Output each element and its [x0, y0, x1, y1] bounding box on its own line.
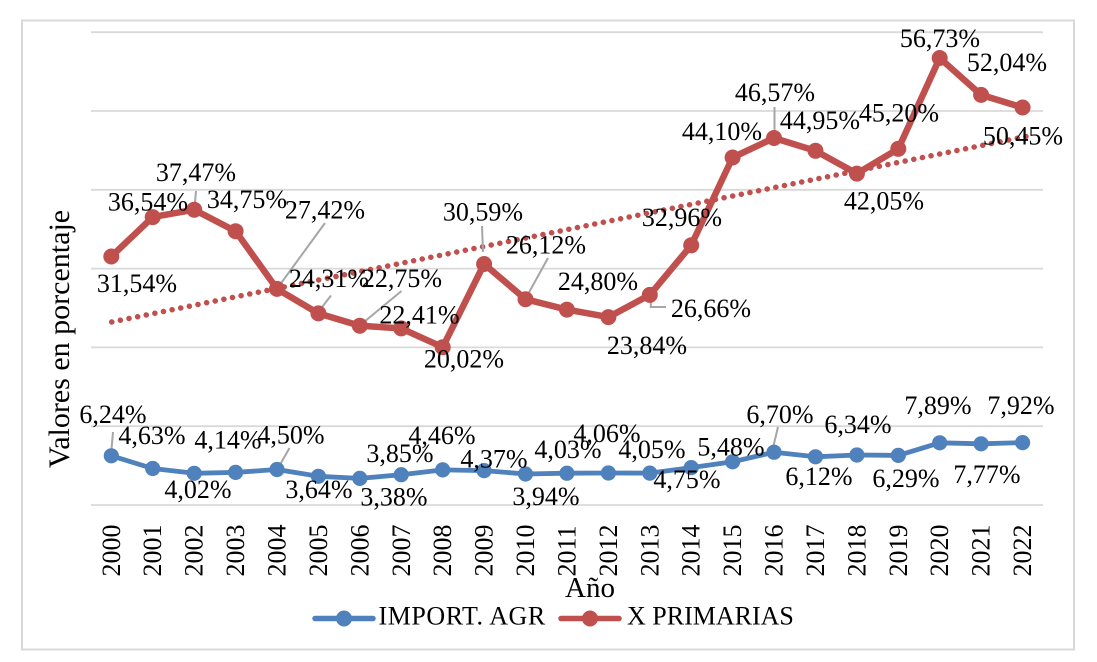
svg-text:2005: 2005 [304, 525, 333, 577]
svg-text:44,95%: 44,95% [780, 106, 860, 135]
svg-text:Año: Año [565, 572, 615, 604]
svg-text:7,77%: 7,77% [953, 460, 1020, 489]
svg-text:4,75%: 4,75% [653, 465, 720, 494]
svg-text:2003: 2003 [221, 525, 250, 577]
svg-text:4,46%: 4,46% [408, 421, 475, 450]
svg-text:6,70%: 6,70% [746, 400, 813, 429]
svg-text:2016: 2016 [760, 525, 789, 577]
svg-text:5,48%: 5,48% [697, 433, 764, 462]
svg-text:2021: 2021 [967, 525, 996, 577]
svg-text:45,20%: 45,20% [859, 99, 939, 128]
svg-text:2002: 2002 [180, 525, 209, 577]
svg-text:26,12%: 26,12% [506, 231, 586, 260]
svg-text:2011: 2011 [552, 525, 581, 576]
svg-text:56,73%: 56,73% [900, 24, 980, 53]
svg-text:X PRIMARIAS: X PRIMARIAS [627, 602, 794, 631]
svg-text:Valores en porcentaje: Valores en porcentaje [43, 210, 76, 468]
svg-text:34,75%: 34,75% [207, 185, 287, 214]
svg-text:3,94%: 3,94% [512, 482, 579, 511]
svg-text:52,04%: 52,04% [967, 48, 1047, 77]
svg-text:31,54%: 31,54% [97, 269, 177, 298]
svg-text:6,12%: 6,12% [785, 462, 852, 491]
svg-text:27,42%: 27,42% [285, 196, 365, 225]
svg-text:6,34%: 6,34% [824, 410, 891, 439]
svg-text:30,59%: 30,59% [443, 198, 523, 227]
svg-text:37,47%: 37,47% [156, 158, 236, 187]
svg-text:4,02%: 4,02% [164, 475, 231, 504]
svg-text:24,31%: 24,31% [289, 264, 369, 293]
svg-text:4,37%: 4,37% [460, 445, 527, 474]
svg-text:2004: 2004 [263, 525, 292, 577]
svg-text:36,54%: 36,54% [108, 188, 188, 217]
svg-text:4,63%: 4,63% [118, 421, 185, 450]
svg-text:22,75%: 22,75% [362, 264, 442, 293]
svg-text:26,66%: 26,66% [671, 294, 751, 323]
svg-text:2018: 2018 [842, 525, 871, 577]
svg-text:50,45%: 50,45% [983, 122, 1063, 151]
svg-text:32,96%: 32,96% [642, 203, 722, 232]
svg-text:2013: 2013 [635, 525, 664, 577]
svg-text:6,24%: 6,24% [79, 400, 146, 429]
svg-text:44,10%: 44,10% [682, 117, 762, 146]
svg-text:22,41%: 22,41% [379, 301, 459, 330]
svg-text:3,64%: 3,64% [285, 475, 352, 504]
svg-text:2020: 2020 [925, 525, 954, 577]
svg-text:3,85%: 3,85% [366, 439, 433, 468]
svg-text:2010: 2010 [511, 525, 540, 577]
svg-text:IMPORT. AGR: IMPORT. AGR [379, 602, 546, 631]
svg-text:4,06%: 4,06% [573, 419, 640, 448]
svg-text:20,02%: 20,02% [424, 345, 504, 374]
svg-text:46,57%: 46,57% [735, 78, 815, 107]
svg-text:2007: 2007 [387, 525, 416, 577]
svg-text:3,38%: 3,38% [360, 483, 427, 512]
svg-text:23,84%: 23,84% [607, 331, 687, 360]
svg-text:2000: 2000 [97, 525, 126, 577]
svg-text:4,50%: 4,50% [257, 421, 324, 450]
svg-text:4,14%: 4,14% [194, 426, 261, 455]
svg-text:2015: 2015 [718, 525, 747, 577]
svg-text:2009: 2009 [470, 525, 499, 577]
svg-text:6,29%: 6,29% [872, 464, 939, 493]
svg-text:2006: 2006 [345, 525, 374, 577]
svg-text:7,92%: 7,92% [987, 391, 1054, 420]
svg-text:2008: 2008 [428, 525, 457, 577]
svg-text:24,80%: 24,80% [558, 267, 638, 296]
svg-text:42,05%: 42,05% [844, 187, 924, 216]
svg-text:2012: 2012 [594, 525, 623, 577]
svg-text:4,05%: 4,05% [618, 435, 685, 464]
svg-text:2017: 2017 [801, 525, 830, 577]
svg-text:2001: 2001 [138, 525, 167, 577]
svg-text:4,03%: 4,03% [534, 435, 601, 464]
svg-text:2022: 2022 [1008, 525, 1037, 577]
svg-text:2014: 2014 [677, 525, 706, 577]
svg-text:2019: 2019 [884, 525, 913, 577]
svg-text:7,89%: 7,89% [904, 391, 971, 420]
